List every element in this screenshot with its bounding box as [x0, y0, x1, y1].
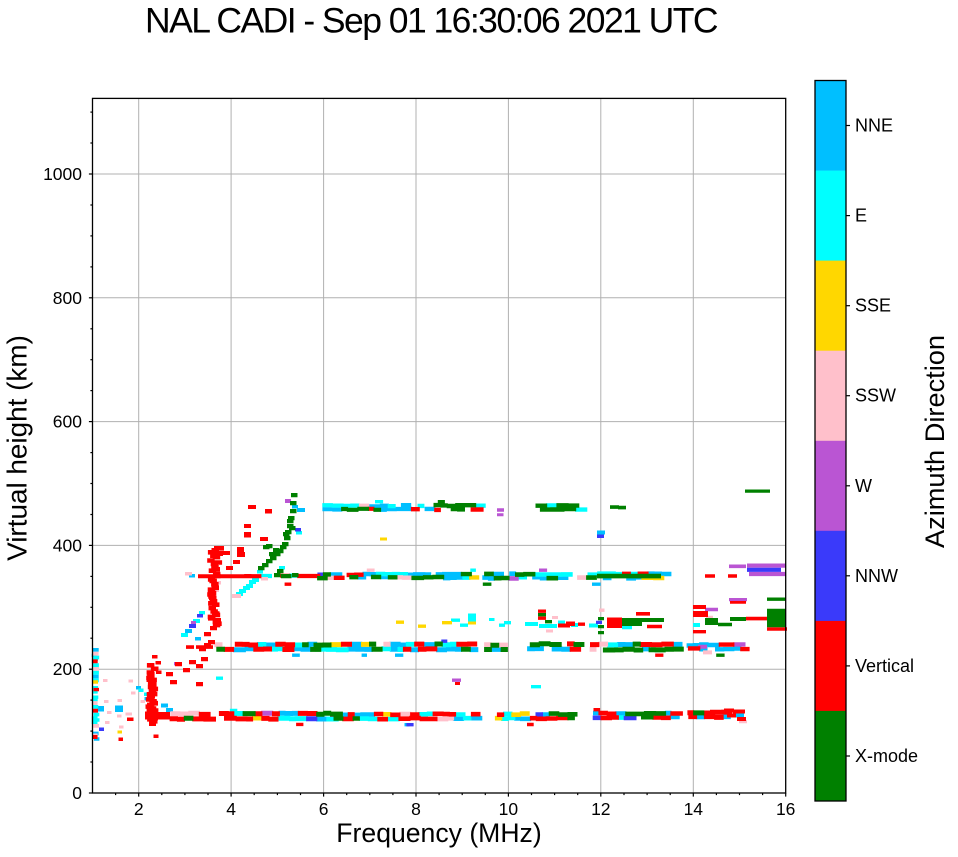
- svg-text:1000: 1000: [43, 164, 82, 184]
- svg-text:Frequency (MHz): Frequency (MHz): [336, 818, 541, 848]
- svg-text:Virtual height (km): Virtual height (km): [2, 335, 33, 561]
- svg-text:200: 200: [53, 659, 82, 679]
- svg-text:4: 4: [226, 799, 236, 819]
- svg-text:Azimuth Direction: Azimuth Direction: [919, 335, 950, 548]
- svg-text:12: 12: [591, 799, 610, 819]
- svg-text:SSW: SSW: [855, 386, 896, 406]
- svg-text:16: 16: [776, 799, 795, 819]
- svg-text:Vertical: Vertical: [855, 656, 914, 676]
- svg-text:NNE: NNE: [855, 116, 893, 136]
- svg-text:14: 14: [684, 799, 704, 819]
- svg-text:NNW: NNW: [855, 566, 898, 586]
- svg-text:SSE: SSE: [855, 296, 891, 316]
- svg-text:0: 0: [72, 783, 82, 803]
- svg-text:E: E: [855, 206, 867, 226]
- svg-text:8: 8: [411, 799, 421, 819]
- svg-text:NAL CADI - Sep 01 16:30:06 202: NAL CADI - Sep 01 16:30:06 2021 UTC: [145, 1, 718, 41]
- svg-text:10: 10: [499, 799, 519, 819]
- svg-text:2: 2: [134, 799, 144, 819]
- svg-text:X-mode: X-mode: [855, 746, 918, 766]
- svg-text:6: 6: [319, 799, 329, 819]
- svg-text:600: 600: [53, 412, 82, 432]
- svg-text:800: 800: [53, 288, 82, 308]
- svg-text:400: 400: [53, 535, 82, 555]
- svg-text:W: W: [855, 476, 872, 496]
